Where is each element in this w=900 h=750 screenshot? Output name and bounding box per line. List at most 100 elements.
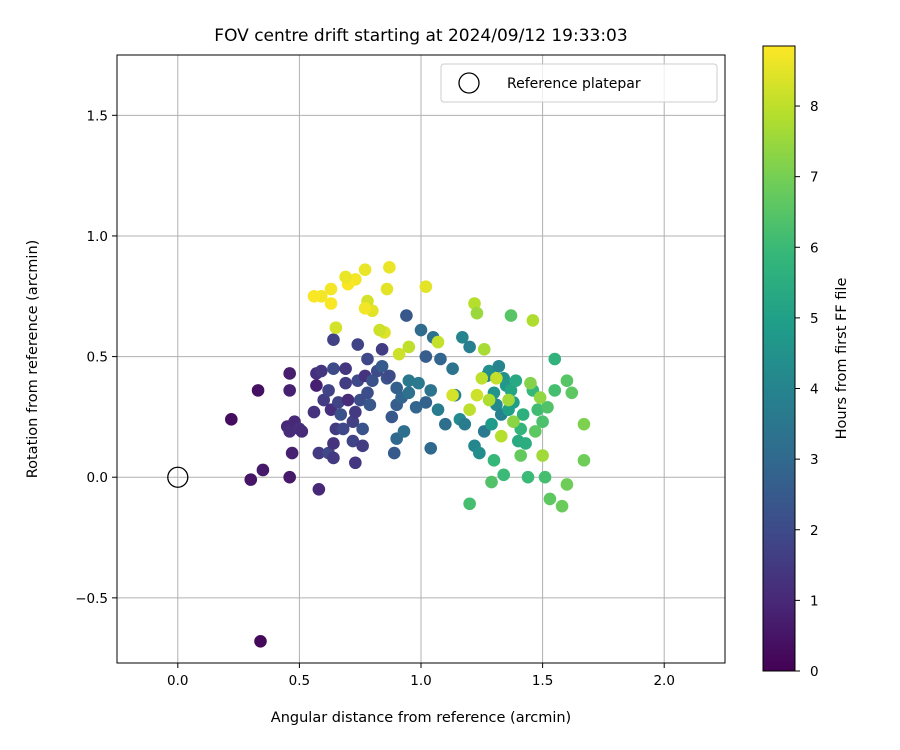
data-point [543, 492, 557, 506]
data-point [341, 393, 355, 407]
colorbar-tick-label: 4 [810, 382, 819, 398]
chart-title: FOV centre drift starting at 2024/09/12 … [214, 26, 627, 46]
data-point [346, 415, 360, 429]
data-point [373, 323, 386, 337]
data-point [307, 289, 321, 303]
data-point [324, 282, 338, 296]
y-axis-ticks: −0.5 0.0 0.5 1.0 1.5 [75, 108, 117, 607]
colorbar-gradient [762, 45, 796, 672]
data-point [346, 434, 360, 448]
legend-box [440, 63, 718, 103]
data-point [414, 323, 428, 337]
data-point [504, 384, 518, 397]
data-point [251, 384, 265, 397]
data-point [424, 441, 438, 455]
data-point [375, 359, 389, 373]
x-tick-label: 2.0 [653, 673, 674, 689]
data-point [533, 391, 547, 404]
data-point [349, 405, 362, 419]
data-point [538, 470, 552, 484]
data-point [412, 376, 425, 390]
data-point [565, 386, 579, 400]
data-point [392, 347, 406, 361]
data-point [351, 338, 365, 351]
data-point [339, 362, 352, 375]
data-point [312, 446, 326, 460]
data-point [560, 374, 574, 388]
data-point [402, 340, 416, 354]
data-point [475, 372, 489, 385]
data-point [254, 634, 267, 648]
data-point [358, 263, 372, 277]
data-point [390, 381, 403, 395]
data-point [477, 343, 491, 356]
data-point [349, 456, 362, 470]
data-point [285, 446, 299, 460]
data-point [385, 410, 399, 424]
data-point [485, 417, 498, 431]
x-tick-label: 0.5 [289, 673, 310, 689]
data-point [487, 454, 501, 467]
data-point [519, 437, 532, 450]
data-point [497, 468, 510, 482]
y-tick-label: 0.5 [87, 350, 108, 366]
legend-entry: Reference platepar [507, 76, 641, 92]
data-point [336, 422, 350, 436]
data-point [409, 400, 423, 414]
data-point [548, 384, 562, 397]
data-point [339, 270, 352, 284]
data-point [555, 499, 569, 513]
data-point [439, 417, 452, 431]
data-point [494, 429, 508, 443]
y-tick-label: 1.0 [87, 229, 108, 245]
data-point [470, 306, 484, 320]
colorbar-tick-label: 3 [810, 452, 819, 468]
data-point [361, 386, 374, 400]
data-point [356, 439, 369, 453]
data-point [283, 425, 296, 438]
data-point [361, 352, 374, 366]
data-point [485, 475, 498, 489]
data-point [295, 425, 309, 438]
data-point [225, 413, 238, 426]
data-point [529, 425, 542, 438]
data-point [339, 376, 352, 390]
data-point [387, 446, 401, 460]
data-point [397, 425, 411, 438]
data-point [322, 384, 335, 397]
colorbar-tick-label: 0 [810, 664, 819, 680]
data-point [536, 415, 549, 429]
x-tick-label: 1.5 [532, 673, 553, 689]
x-tick-label: 1.0 [410, 673, 431, 689]
data-point [327, 362, 340, 375]
data-point [524, 376, 537, 390]
data-point [470, 388, 484, 402]
data-point [307, 405, 321, 419]
data-point [358, 302, 372, 315]
data-point [514, 449, 528, 462]
data-point [366, 374, 379, 388]
data-point [310, 379, 323, 392]
y-tick-label: 0.0 [87, 470, 108, 486]
data-point [463, 497, 476, 511]
colorbar-ticks: 0 1 2 3 4 5 6 7 8 [795, 99, 819, 680]
reference-marker [167, 466, 189, 488]
data-point [458, 417, 472, 431]
data-point [526, 314, 540, 327]
data-point [327, 437, 340, 450]
data-point [334, 408, 348, 421]
colorbar-tick-label: 1 [810, 593, 819, 609]
data-point [468, 297, 481, 310]
reference-marker-group [167, 466, 189, 488]
x-axis-label: Angular distance from reference (arcmin) [271, 710, 571, 726]
y-axis-label: Rotation from reference (arcmin) [25, 240, 41, 479]
data-point [375, 343, 389, 356]
data-point [446, 388, 459, 402]
data-point [402, 386, 416, 400]
data-point [463, 403, 476, 416]
data-point [502, 393, 515, 407]
data-point [424, 384, 438, 397]
plot-area: 0.0 0.5 1.0 1.5 2.0 −0.5 0.0 0.5 1.0 1.5 [75, 54, 726, 689]
data-point [456, 330, 469, 344]
